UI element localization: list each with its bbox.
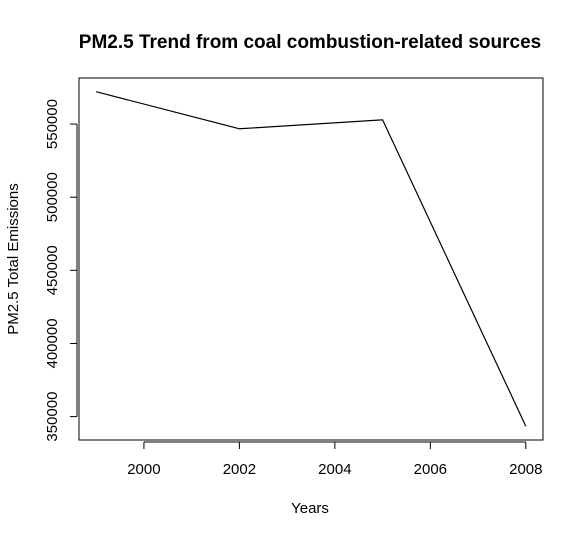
x-tick-label: 2008	[509, 461, 542, 478]
x-tick-label: 2006	[414, 461, 447, 478]
x-axis-label: Years	[291, 500, 329, 517]
plot-area-border	[78, 77, 544, 441]
y-tick-label: 400000	[44, 318, 61, 368]
y-tick-label: 500000	[44, 172, 61, 222]
y-axis-label: PM2.5 Total Emissions	[5, 183, 22, 334]
y-axis: 350000 400000 450000 500000 550000	[44, 99, 78, 442]
x-axis: 2000 2002 2004 2006 2008	[127, 441, 543, 478]
chart-title: PM2.5 Trend from coal combustion-related…	[79, 32, 541, 53]
y-tick-label: 350000	[44, 392, 61, 442]
x-tick-label: 2000	[127, 461, 160, 478]
x-tick-label: 2004	[318, 461, 351, 478]
y-tick-label: 550000	[44, 99, 61, 149]
y-tick-label: 450000	[44, 245, 61, 295]
series-layer	[96, 91, 527, 427]
x-tick-label: 2002	[223, 461, 256, 478]
series-line	[96, 91, 527, 427]
